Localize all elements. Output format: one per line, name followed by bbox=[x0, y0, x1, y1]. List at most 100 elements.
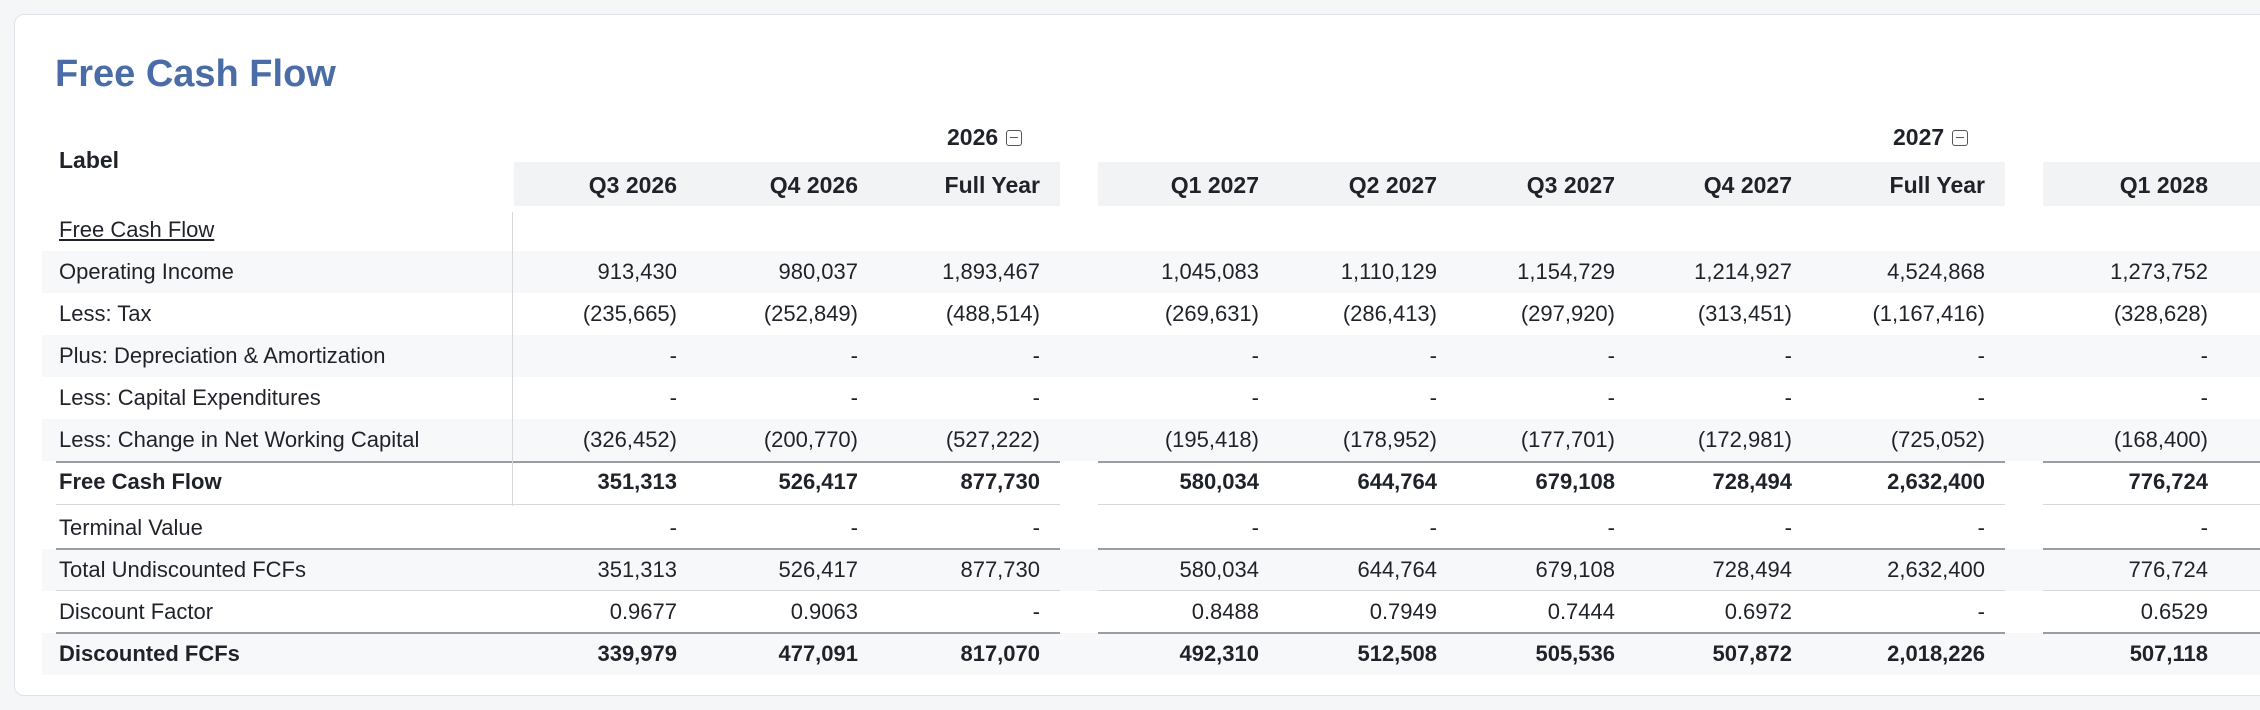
column-header: Q3 2026 bbox=[588, 172, 677, 198]
table-cell: (172,981) bbox=[1697, 427, 1792, 452]
table-cell: 0.7949 bbox=[1369, 599, 1437, 624]
table-row bbox=[42, 251, 2260, 293]
table-cell: 0.8488 bbox=[1191, 599, 1259, 624]
table-cell: 776,724 bbox=[2128, 469, 2208, 494]
table-row bbox=[42, 377, 2260, 419]
table-cell: 477,091 bbox=[778, 641, 858, 666]
row-label: Terminal Value bbox=[59, 515, 203, 540]
table-cell: (195,418) bbox=[1164, 427, 1259, 452]
table-cell: 1,214,927 bbox=[1694, 259, 1792, 284]
table-cell: (326,452) bbox=[582, 427, 677, 452]
table-cell: - bbox=[1607, 515, 1615, 540]
table-cell: 728,494 bbox=[1712, 469, 1792, 494]
table-cell: 728,494 bbox=[1712, 557, 1792, 582]
row-label: Discounted FCFs bbox=[59, 641, 240, 666]
table-cell: - bbox=[1977, 515, 1985, 540]
table-cell: 2,632,400 bbox=[1887, 557, 1985, 582]
table-cell: 492,310 bbox=[1179, 641, 1259, 666]
table-cell: - bbox=[669, 343, 677, 368]
row-label: Less: Tax bbox=[59, 301, 152, 326]
table-cell: - bbox=[1429, 343, 1437, 368]
table-cell: 679,108 bbox=[1535, 469, 1615, 494]
table-cell: (488,514) bbox=[945, 301, 1040, 326]
table-cell: - bbox=[850, 385, 858, 410]
row-divider bbox=[2043, 590, 2260, 591]
row-divider bbox=[512, 504, 1060, 505]
table-cell: - bbox=[850, 515, 858, 540]
collapse-group-icon[interactable] bbox=[1006, 129, 1023, 146]
table-cell: - bbox=[1607, 385, 1615, 410]
table-cell: 339,979 bbox=[597, 641, 677, 666]
table-cell: 877,730 bbox=[960, 469, 1040, 494]
table-cell: - bbox=[1607, 343, 1615, 368]
table-cell: 1,893,467 bbox=[942, 259, 1040, 284]
table-cell: 644,764 bbox=[1357, 469, 1437, 494]
table-cell: 507,872 bbox=[1712, 641, 1792, 666]
table-cell: - bbox=[850, 343, 858, 368]
table-cell: - bbox=[2200, 343, 2208, 368]
table-cell: 0.6972 bbox=[1724, 599, 1792, 624]
label-column-header: Label bbox=[59, 147, 120, 173]
row-divider bbox=[56, 461, 512, 463]
table-cell: (527,222) bbox=[945, 427, 1040, 452]
row-divider bbox=[1098, 504, 2005, 505]
table-cell: - bbox=[669, 385, 677, 410]
row-divider bbox=[2043, 632, 2260, 634]
table-row bbox=[42, 507, 2260, 549]
table-cell: - bbox=[669, 515, 677, 540]
table-row bbox=[42, 209, 2260, 251]
table-cell: - bbox=[1032, 515, 1040, 540]
table-cell: (252,849) bbox=[763, 301, 858, 326]
table-cell: 1,154,729 bbox=[1517, 259, 1615, 284]
row-divider bbox=[512, 461, 1060, 463]
table-cell: 505,536 bbox=[1535, 641, 1615, 666]
row-label: Less: Change in Net Working Capital bbox=[59, 427, 420, 452]
column-header: Q2 2027 bbox=[1348, 172, 1437, 198]
column-header: Q4 2027 bbox=[1703, 172, 1792, 198]
table-cell: 351,313 bbox=[597, 557, 677, 582]
table-cell: 512,508 bbox=[1357, 641, 1437, 666]
row-divider bbox=[56, 504, 512, 505]
row-divider bbox=[512, 590, 1060, 591]
table-cell: (269,631) bbox=[1164, 301, 1259, 326]
row-divider bbox=[1098, 548, 2005, 550]
table-cell: 913,430 bbox=[597, 259, 677, 284]
table-cell: - bbox=[1032, 343, 1040, 368]
table-cell: 526,417 bbox=[778, 557, 858, 582]
table-row bbox=[42, 591, 2260, 633]
table-cell: 526,417 bbox=[778, 469, 858, 494]
table-cell: - bbox=[1977, 343, 1985, 368]
column-header: Full Year bbox=[1889, 172, 1985, 198]
table-cell: (725,052) bbox=[1890, 427, 1985, 452]
table-cell: 2,632,400 bbox=[1887, 469, 1985, 494]
table-cell: 776,724 bbox=[2128, 557, 2208, 582]
table-cell: 679,108 bbox=[1535, 557, 1615, 582]
table-cell: - bbox=[1251, 515, 1259, 540]
row-label: Discount Factor bbox=[59, 599, 214, 624]
table-cell: - bbox=[1251, 385, 1259, 410]
table-cell: - bbox=[1977, 599, 1985, 624]
table-cell: 1,273,752 bbox=[2110, 259, 2208, 284]
column-header: Q1 2027 bbox=[1170, 172, 1259, 198]
table-cell: - bbox=[1784, 385, 1792, 410]
section-title-link[interactable]: Free Cash Flow bbox=[59, 217, 215, 242]
row-label: Less: Capital Expenditures bbox=[59, 385, 321, 410]
row-label: Operating Income bbox=[59, 259, 234, 284]
table-cell: - bbox=[1784, 515, 1792, 540]
table-cell: 0.9063 bbox=[790, 599, 858, 624]
table-cell: - bbox=[2200, 385, 2208, 410]
row-label: Plus: Depreciation & Amortization bbox=[59, 343, 386, 368]
table-cell: (168,400) bbox=[2113, 427, 2208, 452]
table-cell: - bbox=[1784, 343, 1792, 368]
table-cell: 644,764 bbox=[1357, 557, 1437, 582]
table-cell: 4,524,868 bbox=[1887, 259, 1985, 284]
table-row bbox=[42, 293, 2260, 335]
collapse-group-icon[interactable] bbox=[1952, 129, 1969, 146]
column-header: Q4 2026 bbox=[769, 172, 858, 198]
table-cell: (328,628) bbox=[2113, 301, 2208, 326]
row-divider bbox=[56, 548, 512, 550]
table-cell: - bbox=[1429, 385, 1437, 410]
table-cell: - bbox=[1032, 385, 1040, 410]
table-cell: (200,770) bbox=[763, 427, 858, 452]
column-header: Q1 2028 bbox=[2119, 172, 2208, 198]
